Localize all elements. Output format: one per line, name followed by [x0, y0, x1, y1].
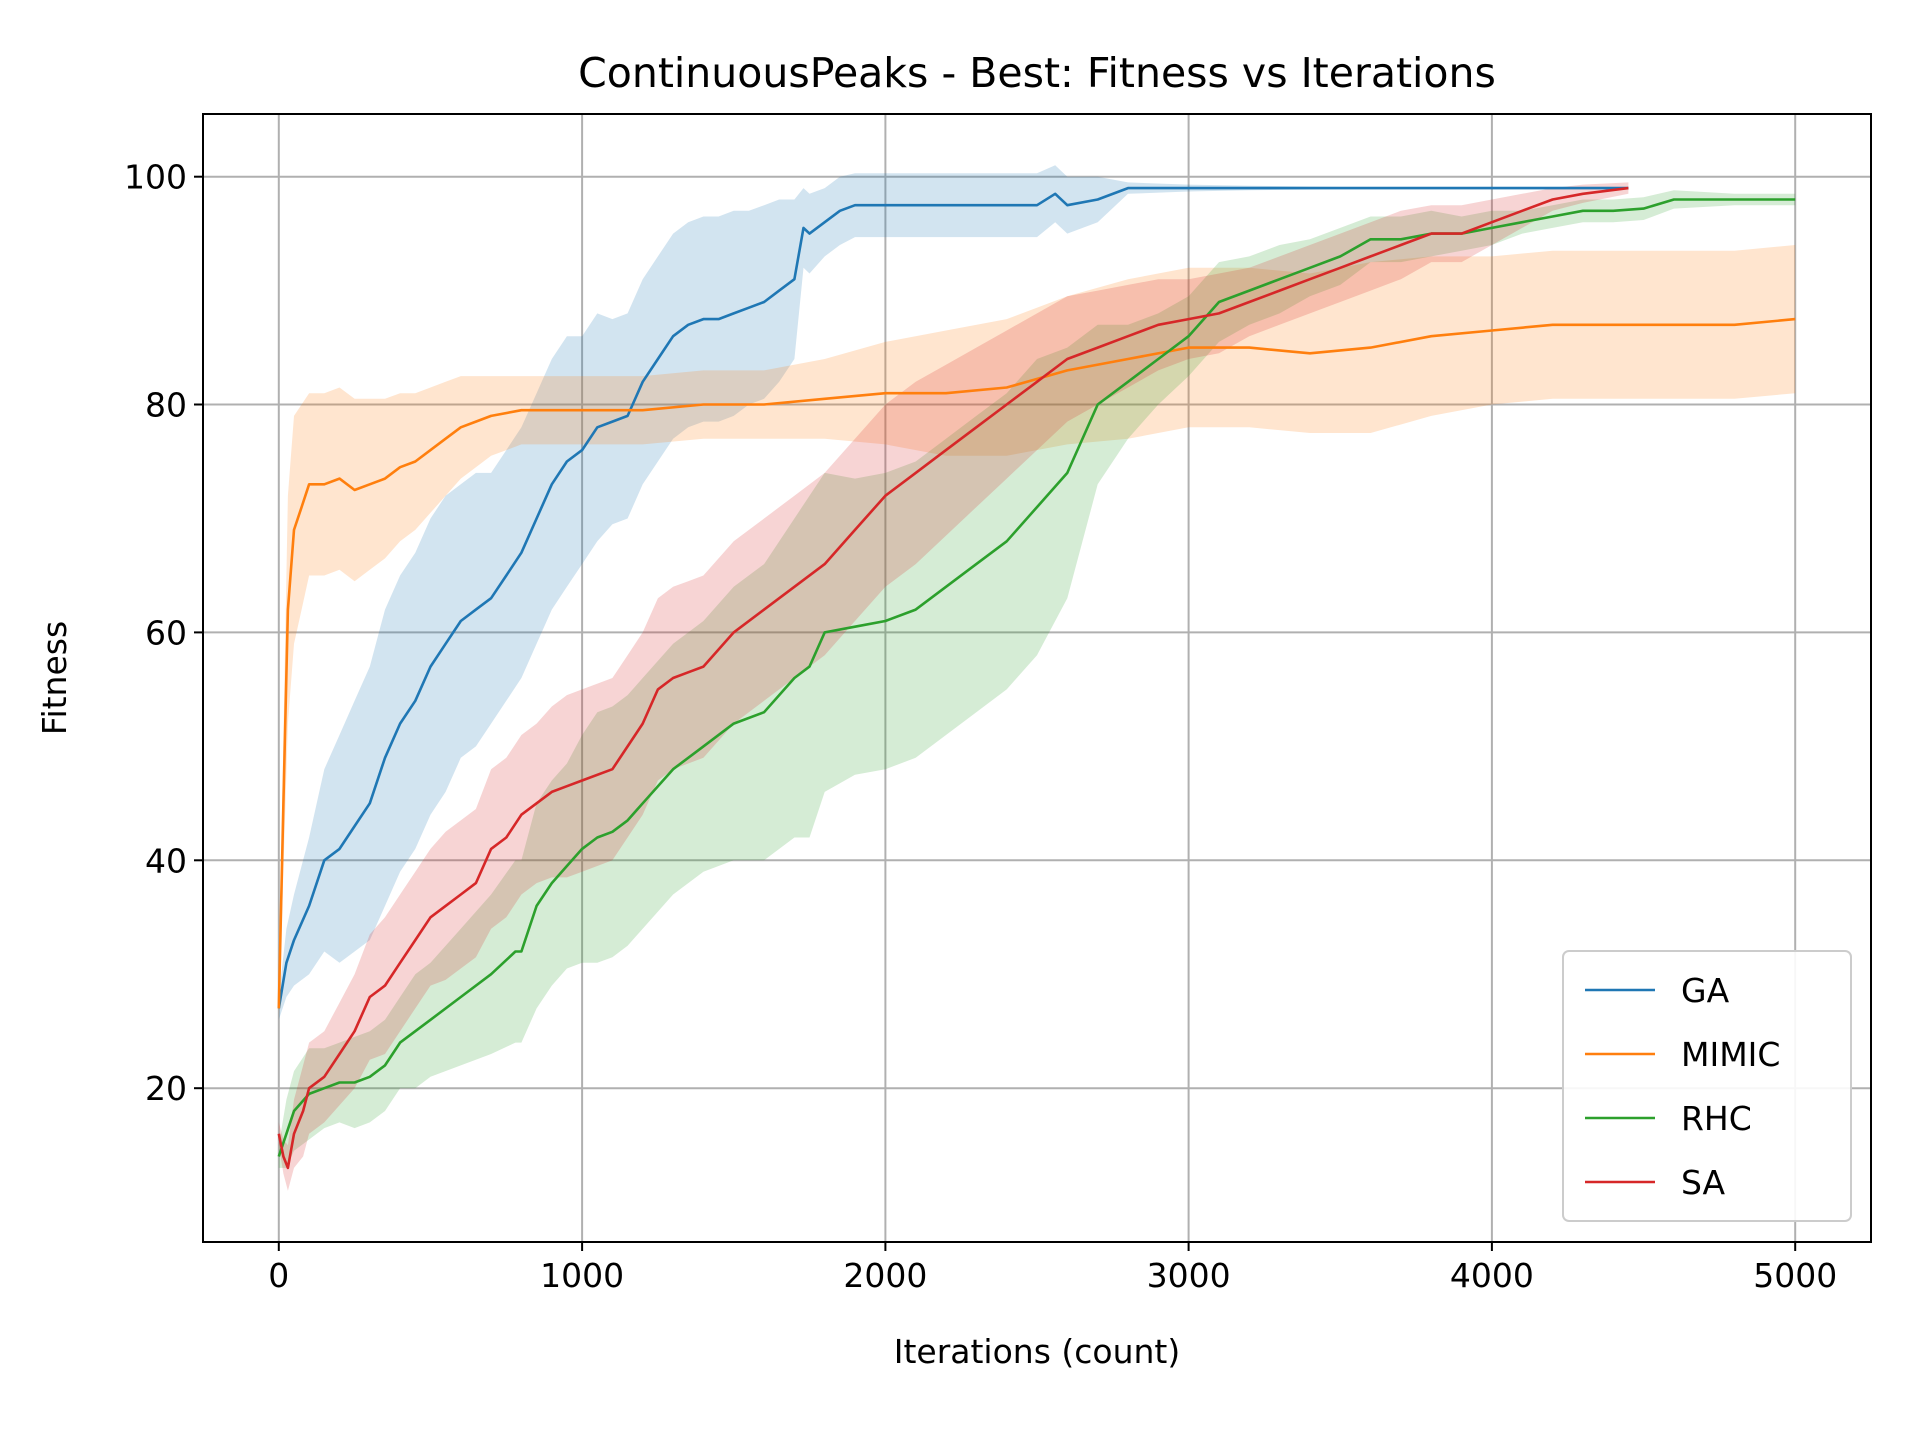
- line-sa: [277, 186, 1629, 1170]
- y-tick-label: 100: [124, 158, 187, 197]
- x-tick-label: 3000: [1147, 1256, 1231, 1295]
- band-sa: [278, 182, 1629, 1191]
- x-tick-label: 0: [268, 1256, 289, 1295]
- x-axis-label: Iterations (count): [894, 1332, 1181, 1371]
- x-tick-label: 4000: [1450, 1256, 1534, 1295]
- band-mimic: [278, 245, 1796, 1020]
- x-tick-label: 5000: [1753, 1256, 1837, 1295]
- y-tick-label: 80: [145, 386, 187, 425]
- std-bands: [278, 165, 1796, 1191]
- legend-label-mimic: MIMIC: [1681, 1035, 1780, 1074]
- band-rhc: [278, 190, 1796, 1168]
- series-lines: [277, 186, 1796, 1170]
- legend-label-ga: GA: [1681, 971, 1730, 1010]
- axis-ticks: 0 1000 2000 3000 4000 5000 20 40 60 80 100: [124, 158, 1837, 1295]
- legend-label-sa: SA: [1681, 1163, 1726, 1202]
- line-ga: [277, 186, 1629, 1009]
- legend: GA MIMIC RHC SA: [1562, 950, 1852, 1222]
- y-tick-label: 40: [145, 841, 187, 880]
- band-ga: [278, 165, 1629, 1020]
- y-tick-label: 60: [145, 613, 187, 652]
- plot-frame: [202, 113, 1872, 1243]
- y-tick-label: 20: [145, 1069, 187, 1108]
- chart-title: ContinuousPeaks - Best: Fitness vs Itera…: [578, 49, 1496, 97]
- x-tick-label: 1000: [540, 1256, 624, 1295]
- y-axis-label: Fitness: [35, 621, 74, 735]
- legend-box: [1562, 950, 1852, 1222]
- line-mimic: [277, 317, 1796, 1009]
- legend-label-rhc: RHC: [1681, 1099, 1752, 1138]
- x-tick-label: 2000: [843, 1256, 927, 1295]
- grid: [203, 114, 1871, 1242]
